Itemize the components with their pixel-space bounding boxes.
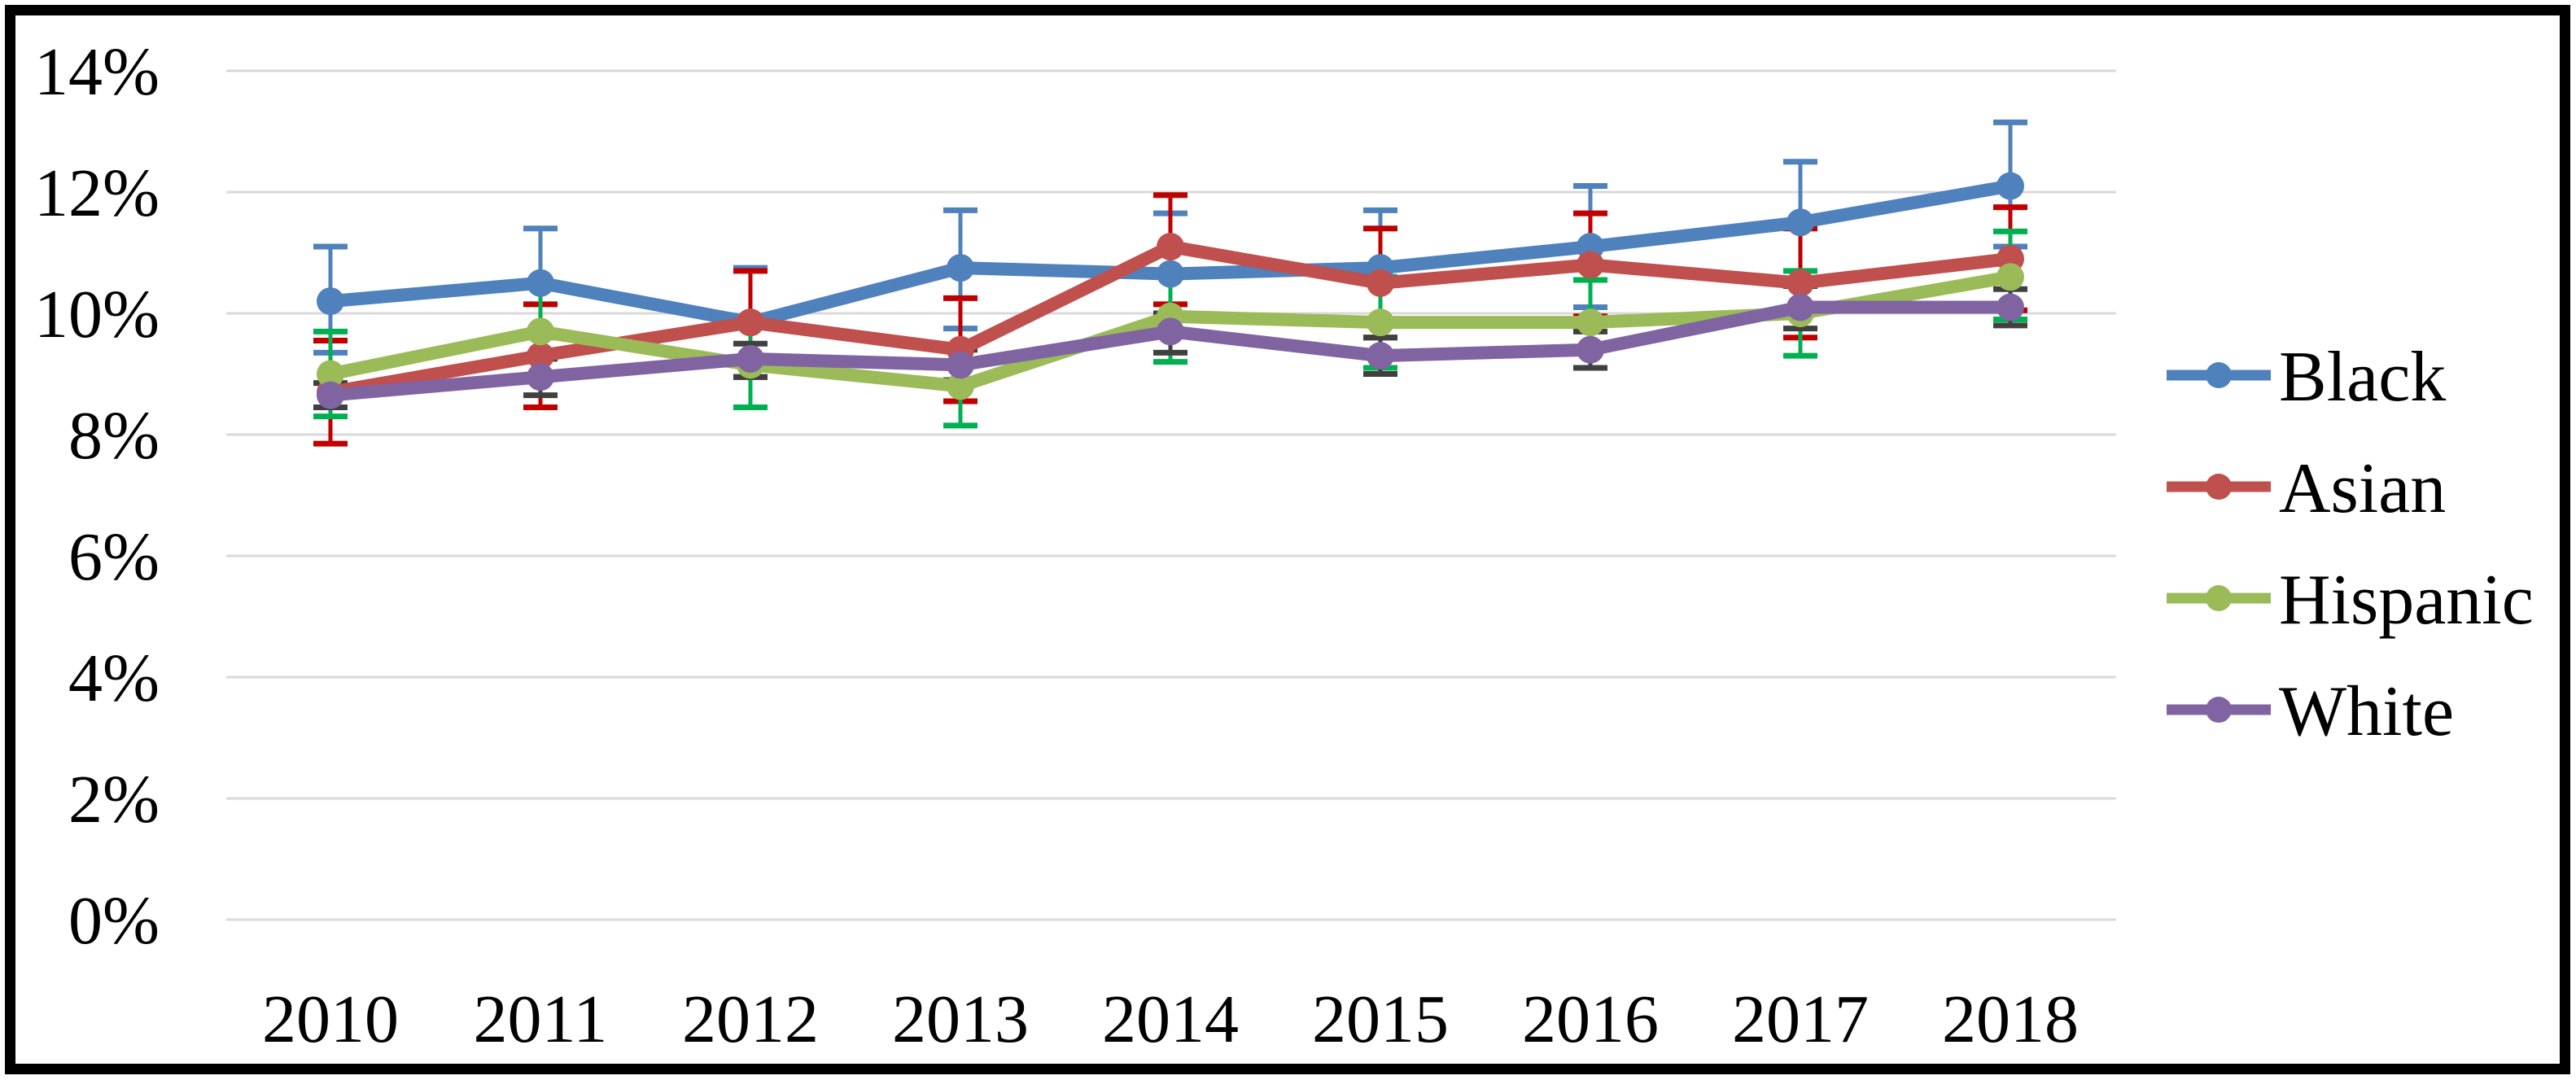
marker-hispanic-2011 xyxy=(527,317,554,346)
y-axis-label-0pct: 0% xyxy=(68,883,160,959)
marker-black-2013 xyxy=(947,254,974,282)
x-axis-label-2010: 2010 xyxy=(262,982,399,1057)
marker-black-2011 xyxy=(527,269,554,297)
x-axis-label-2011: 2011 xyxy=(474,982,608,1057)
x-axis-label-2016: 2016 xyxy=(1522,982,1659,1057)
marker-hispanic-2018 xyxy=(1997,263,2024,291)
y-axis-label-4pct: 4% xyxy=(68,641,160,716)
marker-black-2010 xyxy=(317,287,344,316)
marker-white-2012 xyxy=(737,344,764,373)
marker-white-2011 xyxy=(527,363,554,391)
marker-black-2018 xyxy=(1997,172,2024,200)
y-axis-label-14pct: 14% xyxy=(34,34,160,110)
marker-asian-2012 xyxy=(737,308,764,337)
marker-white-2016 xyxy=(1577,335,1604,364)
marker-black-2014 xyxy=(1157,260,1184,288)
marker-hispanic-2015 xyxy=(1367,308,1394,337)
marker-asian-2017 xyxy=(1787,269,1814,297)
x-axis-label-2014: 2014 xyxy=(1102,982,1239,1057)
legend-label-white: White xyxy=(2279,672,2454,751)
marker-black-2017 xyxy=(1787,208,1814,237)
legend-swatch-marker-black xyxy=(2206,362,2232,388)
marker-asian-2011 xyxy=(527,342,554,370)
marker-asian-2016 xyxy=(1577,251,1604,279)
legend-swatch-marker-asian xyxy=(2206,474,2232,500)
legend-swatch-marker-white xyxy=(2206,697,2232,723)
y-axis-label-10pct: 10% xyxy=(34,277,160,352)
marker-white-2013 xyxy=(947,351,974,379)
x-axis-label-2013: 2013 xyxy=(892,982,1029,1057)
legend-label-black: Black xyxy=(2279,338,2446,417)
x-axis-label-2015: 2015 xyxy=(1312,982,1449,1057)
legend-swatch-marker-hispanic xyxy=(2206,585,2232,611)
marker-hispanic-2010 xyxy=(317,360,344,388)
y-axis-label-8pct: 8% xyxy=(68,398,160,474)
x-axis-label-2012: 2012 xyxy=(682,982,819,1057)
marker-hispanic-2013 xyxy=(947,372,974,400)
x-axis-label-2018: 2018 xyxy=(1942,982,2079,1057)
marker-white-2014 xyxy=(1157,317,1184,346)
marker-white-2015 xyxy=(1367,342,1394,370)
marker-hispanic-2016 xyxy=(1577,308,1604,337)
y-axis-label-12pct: 12% xyxy=(34,155,160,231)
x-axis-label-2017: 2017 xyxy=(1732,982,1869,1057)
marker-asian-2015 xyxy=(1367,269,1394,297)
y-axis-label-6pct: 6% xyxy=(68,519,160,595)
y-axis-label-2pct: 2% xyxy=(68,762,160,837)
marker-white-2010 xyxy=(317,381,344,409)
legend-label-asian: Asian xyxy=(2279,449,2446,528)
legend-label-hispanic: Hispanic xyxy=(2279,561,2534,640)
marker-asian-2014 xyxy=(1157,233,1184,261)
marker-white-2018 xyxy=(1997,293,2024,321)
marker-white-2017 xyxy=(1787,293,1814,321)
